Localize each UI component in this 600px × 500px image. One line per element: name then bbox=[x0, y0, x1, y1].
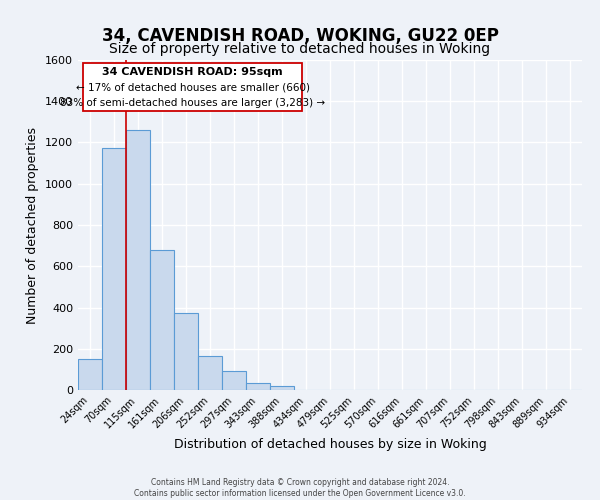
Bar bbox=[174, 312, 198, 390]
Y-axis label: Number of detached properties: Number of detached properties bbox=[26, 126, 40, 324]
Text: ← 17% of detached houses are smaller (660): ← 17% of detached houses are smaller (66… bbox=[76, 82, 310, 92]
Bar bbox=[198, 356, 222, 390]
Text: 34 CAVENDISH ROAD: 95sqm: 34 CAVENDISH ROAD: 95sqm bbox=[103, 68, 283, 78]
FancyBboxPatch shape bbox=[83, 64, 302, 111]
Bar bbox=[270, 386, 294, 390]
X-axis label: Distribution of detached houses by size in Woking: Distribution of detached houses by size … bbox=[173, 438, 487, 451]
Bar bbox=[126, 130, 150, 390]
Bar bbox=[150, 250, 174, 390]
Bar bbox=[222, 372, 246, 390]
Bar bbox=[78, 360, 102, 390]
Text: Contains HM Land Registry data © Crown copyright and database right 2024.
Contai: Contains HM Land Registry data © Crown c… bbox=[134, 478, 466, 498]
Text: 83% of semi-detached houses are larger (3,283) →: 83% of semi-detached houses are larger (… bbox=[60, 98, 325, 108]
Text: Size of property relative to detached houses in Woking: Size of property relative to detached ho… bbox=[109, 42, 491, 56]
Bar bbox=[102, 148, 126, 390]
Text: 34, CAVENDISH ROAD, WOKING, GU22 0EP: 34, CAVENDISH ROAD, WOKING, GU22 0EP bbox=[101, 28, 499, 46]
Bar bbox=[246, 383, 270, 390]
